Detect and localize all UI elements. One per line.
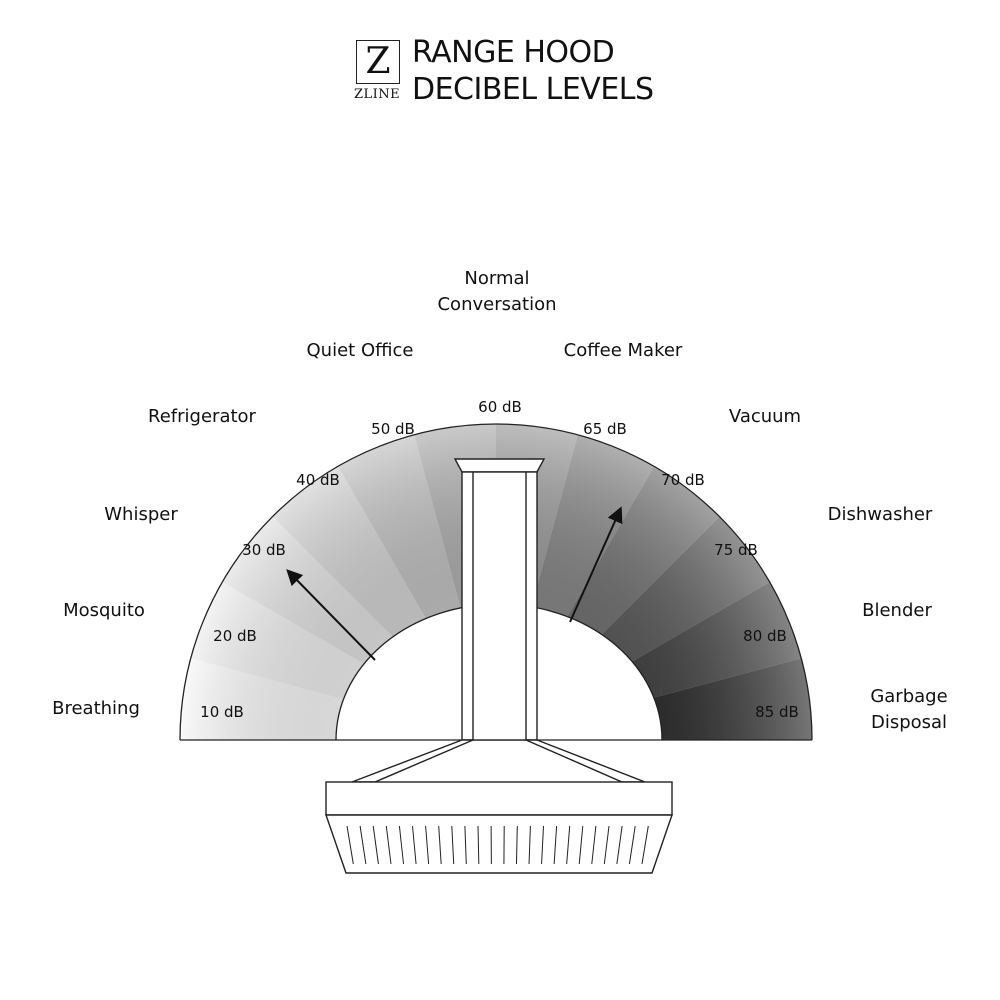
decibel-value: 20 dB — [213, 627, 257, 645]
vent-slat — [515, 825, 518, 865]
sound-source-label: Normal Conversation — [437, 266, 556, 318]
vent-slat — [346, 825, 354, 865]
vent-slat — [398, 825, 405, 865]
vent-slat — [464, 825, 467, 865]
vent-slat — [372, 825, 379, 865]
vent-slat — [412, 825, 417, 865]
decibel-value: 70 dB — [661, 471, 705, 489]
decibel-value: 65 dB — [583, 420, 627, 438]
title-line-2: DECIBEL LEVELS — [412, 72, 654, 107]
page-title: RANGE HOOD DECIBEL LEVELS — [412, 34, 654, 108]
sound-source-label-line: Conversation — [437, 294, 557, 315]
canopy-right — [525, 739, 646, 783]
vent-slat — [628, 825, 636, 865]
sound-source-label: Quiet Office — [306, 340, 414, 361]
sound-source-label-line: Normal — [464, 268, 530, 289]
arrow-left — [286, 569, 376, 661]
sound-source-label: Refrigerator — [148, 406, 256, 427]
sound-source-label: Dishwasher — [827, 504, 933, 525]
vent-slat — [616, 825, 623, 865]
sound-source-label: Whisper — [104, 504, 178, 525]
vent-slat — [566, 825, 571, 865]
vent-slat — [477, 825, 480, 865]
chimney — [461, 471, 538, 741]
vent-slat — [541, 825, 544, 865]
decibel-value: 30 dB — [242, 541, 286, 559]
decibel-value: 75 dB — [714, 541, 758, 559]
range-hood-illustration — [325, 458, 673, 874]
decibel-value: 40 dB — [296, 471, 340, 489]
sound-source-label: Breathing — [52, 698, 140, 719]
vent-slat — [641, 825, 649, 865]
decibel-value: 85 dB — [755, 703, 799, 721]
sound-source-label-line: Disposal — [870, 712, 948, 733]
gauge-outer-arc — [179, 423, 813, 741]
hood-vents — [346, 825, 649, 865]
vent-slat — [451, 825, 455, 865]
sound-source-label: Mosquito — [63, 600, 145, 621]
zline-logo: Z ZLINE — [354, 40, 402, 106]
decibel-value: 60 dB — [478, 398, 522, 416]
sound-source-label-line: Garbage — [870, 686, 948, 707]
canopy-left — [351, 739, 474, 783]
vent-slat — [553, 825, 558, 865]
title-line-1: RANGE HOOD — [412, 35, 615, 70]
logo-word: ZLINE — [354, 87, 401, 102]
sound-source-label: Garbage Disposal — [870, 684, 947, 736]
vent-slat — [603, 825, 610, 865]
arrow-right — [569, 506, 623, 623]
decibel-value: 50 dB — [371, 420, 415, 438]
vent-slat — [425, 825, 430, 865]
sound-source-label: Blender — [862, 600, 932, 621]
chimney-cap — [453, 458, 546, 473]
vent-slat — [528, 825, 531, 865]
decibel-value: 10 dB — [200, 703, 244, 721]
vent-slat — [578, 825, 584, 865]
decibel-value: 80 dB — [743, 627, 787, 645]
vent-slat — [359, 825, 367, 865]
logo-letter: Z — [356, 40, 400, 84]
vent-slat — [385, 825, 392, 865]
sound-source-label: Coffee Maker — [563, 340, 683, 361]
hood-band — [325, 781, 673, 816]
sound-source-label: Vacuum — [728, 406, 802, 427]
vent-slat — [438, 825, 442, 865]
vent-slat — [591, 825, 597, 865]
